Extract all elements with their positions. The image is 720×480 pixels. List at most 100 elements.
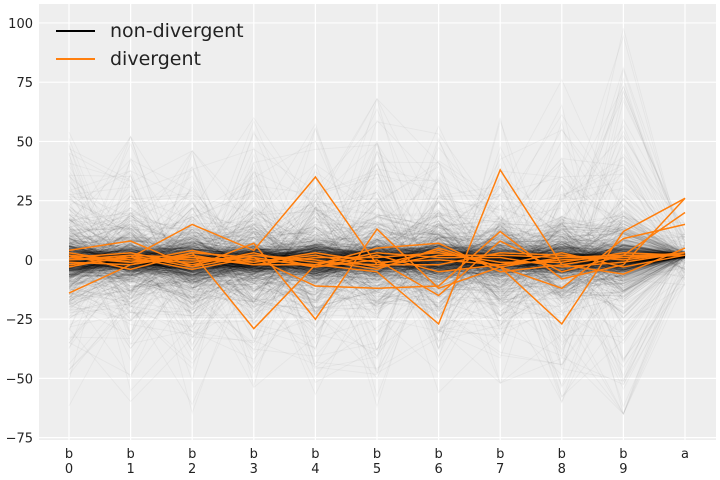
non-divergent-trace (68, 211, 686, 312)
non-divergent-trace (68, 214, 686, 286)
x-tick-label: b (496, 447, 504, 462)
divergent-trace (68, 211, 686, 297)
non-divergent-trace (68, 197, 686, 297)
non-divergent-trace (68, 235, 686, 297)
x-tick-label: b (434, 447, 442, 462)
non-divergent-trace (68, 220, 686, 300)
non-divergent-trace (68, 188, 686, 299)
y-tick-labels: −75 −50 −25 0 25 50 75 100 (6, 17, 33, 447)
non-divergent-trace (68, 219, 686, 322)
x-tick-label: 4 (311, 462, 319, 477)
non-divergent-trace (68, 191, 686, 281)
non-divergent-trace (68, 215, 686, 288)
non-divergent-trace (68, 215, 686, 300)
non-divergent-trace (68, 208, 686, 289)
x-tick-label: 9 (619, 462, 627, 477)
x-tick-label: b (65, 447, 73, 462)
non-divergent-trace (68, 212, 686, 314)
non-divergent-trace (68, 219, 686, 306)
non-divergent-trace (68, 223, 686, 291)
non-divergent-trace (68, 219, 686, 321)
non-divergent-trace (68, 238, 686, 273)
legend-label-non-divergent: non-divergent (110, 20, 244, 42)
non-divergent-trace (68, 205, 686, 271)
non-divergent-trace (68, 227, 686, 332)
non-divergent-trace (68, 220, 686, 288)
non-divergent-trace (68, 223, 686, 294)
x-tick-label: b (188, 447, 196, 462)
non-divergent-trace (68, 212, 686, 315)
non-divergent-trace (68, 227, 686, 301)
divergent-trace (68, 242, 685, 273)
non-divergent-trace (68, 245, 686, 304)
non-divergent-trace (68, 214, 686, 293)
non-divergent-trace (68, 214, 686, 312)
non-divergent-trace (68, 217, 686, 309)
x-tick-label: 0 (65, 462, 73, 477)
non-divergent-trace (68, 243, 686, 304)
non-divergent-trace (68, 223, 686, 298)
non-divergent-trace (68, 230, 686, 291)
non-divergent-trace (68, 235, 686, 292)
non-divergent-trace (68, 232, 686, 296)
non-divergent-trace (68, 248, 686, 277)
non-divergent-trace (68, 228, 686, 307)
non-divergent-trace (68, 219, 686, 313)
non-divergent-trace (68, 247, 686, 274)
non-divergent-trace (68, 211, 686, 306)
non-divergent-trace (68, 237, 686, 295)
x-tick-label: b (373, 447, 381, 462)
non-divergent-trace (68, 239, 686, 303)
non-divergent-trace (68, 227, 686, 305)
non-divergent-trace (68, 229, 686, 283)
non-divergent-trace (68, 226, 686, 298)
non-divergent-trace (68, 195, 686, 315)
non-divergent-trace (68, 236, 686, 301)
x-tick-label: 7 (496, 462, 504, 477)
non-divergent-trace (68, 224, 686, 316)
non-divergent-trace (68, 218, 686, 305)
non-divergent-trace (68, 249, 686, 280)
non-divergent-trace (68, 215, 686, 283)
non-divergent-trace (68, 235, 686, 302)
non-divergent-trace (68, 231, 686, 316)
non-divergent-trace (68, 246, 686, 273)
legend: non-divergent divergent (56, 20, 244, 70)
non-divergent-trace (68, 250, 686, 285)
non-divergent-trace (68, 248, 686, 277)
non-divergent-trace (68, 207, 686, 283)
non-divergent-trace (68, 227, 686, 315)
non-divergent-trace (68, 207, 686, 299)
x-tick-label: 2 (188, 462, 196, 477)
x-tick-label: b (619, 447, 627, 462)
non-divergent-trace (68, 223, 686, 285)
non-divergent-trace (68, 226, 686, 302)
non-divergent-trace (68, 219, 686, 302)
non-divergent-trace (68, 239, 686, 309)
non-divergent-trace (68, 213, 686, 300)
non-divergent-trace (68, 231, 686, 303)
non-divergent-trace (68, 220, 686, 291)
non-divergent-trace (68, 214, 686, 304)
y-tick-label: 0 (25, 254, 33, 269)
non-divergent-trace (68, 213, 686, 317)
x-tick-label: 5 (373, 462, 381, 477)
non-divergent-trace (68, 234, 686, 305)
non-divergent-trace (68, 235, 686, 296)
non-divergent-trace (68, 224, 686, 317)
non-divergent-trace (68, 230, 686, 307)
non-divergent-trace (68, 212, 686, 303)
non-divergent-trace (68, 239, 686, 275)
non-divergent-trace (68, 211, 686, 290)
non-divergent-trace (68, 186, 686, 296)
y-tick-label: −25 (6, 313, 33, 328)
non-divergent-trace (68, 222, 686, 303)
non-divergent-trace (68, 247, 686, 270)
non-divergent-trace (68, 243, 686, 276)
non-divergent-trace (68, 253, 686, 282)
x-tick-label: b (250, 447, 258, 462)
divergent-trace (68, 252, 686, 268)
non-divergent-trace (68, 220, 686, 281)
x-tick-label: 1 (126, 462, 134, 477)
